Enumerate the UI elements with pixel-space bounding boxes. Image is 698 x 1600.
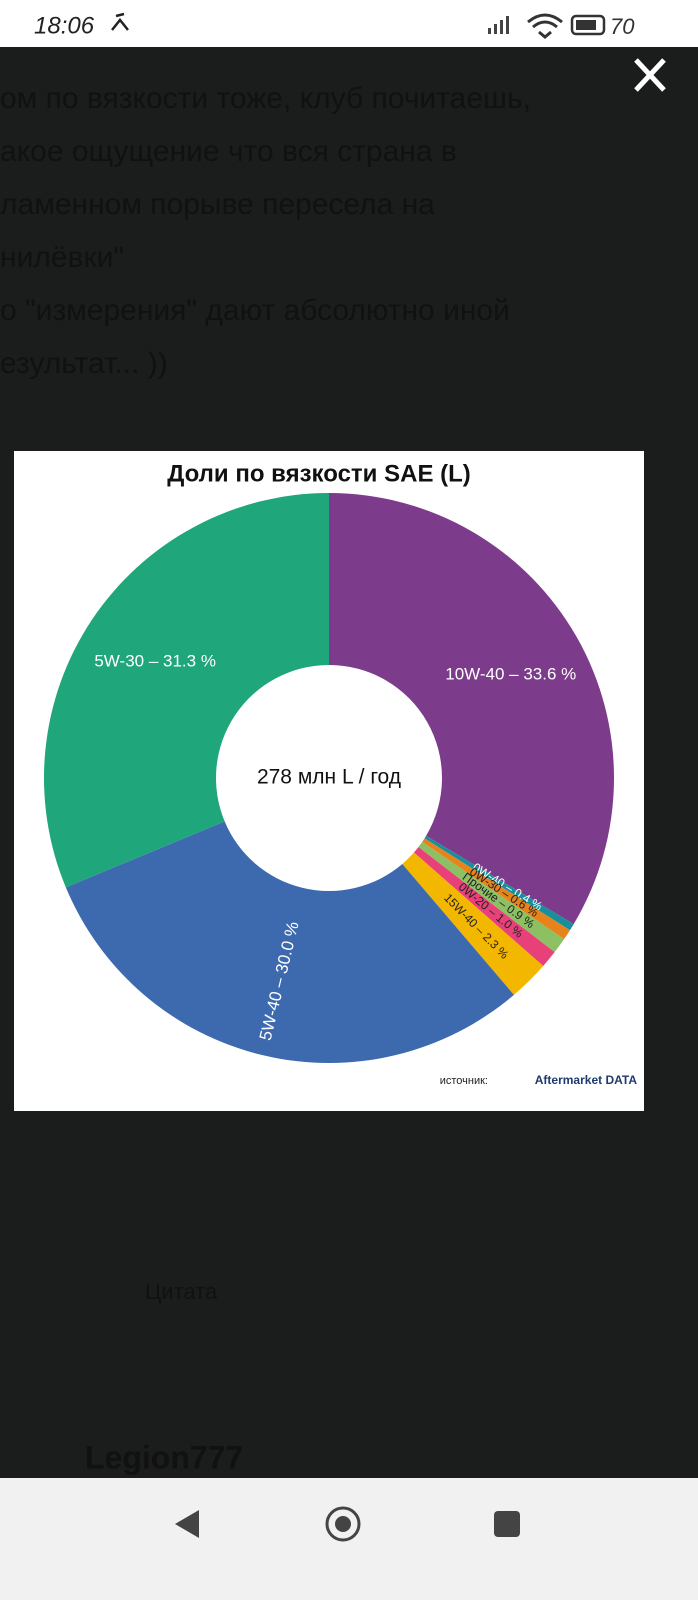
chart-title: Доли по вязкости SAE (L) (167, 460, 471, 487)
user-name: Legion777 (85, 1439, 243, 1475)
recents-button[interactable] (494, 1511, 520, 1537)
background-line: ламенном порыве пересела на (0, 188, 435, 221)
home-dot (335, 1516, 351, 1532)
quote-button: Цитата (145, 1279, 218, 1304)
battery-level (576, 20, 596, 30)
slice-label: 5W-30 – 31.3 % (94, 651, 216, 670)
pie-slice (65, 821, 514, 1063)
pie: 10W-40 – 33.6 %0W-40 – 0.4 %0W-30 – 0.6 … (43, 493, 614, 1063)
center-label: 278 млн L / год (257, 766, 401, 789)
background-line: нилёвки" (0, 241, 124, 274)
pie-slice (413, 847, 555, 966)
home-button[interactable] (325, 1506, 361, 1542)
pie-slice (329, 493, 614, 925)
status-time: 18:06 (34, 12, 95, 39)
pie-slice (418, 841, 565, 953)
background-line: о "измерения" дают абсолютно иной (0, 294, 510, 327)
slice-label: 10W-40 – 33.6 % (445, 664, 576, 683)
signal-icon (488, 16, 509, 34)
back-button[interactable] (175, 1510, 199, 1538)
pie-slice (402, 852, 544, 995)
wifi-icon (527, 13, 563, 39)
background-line: езультат... )) (0, 347, 168, 380)
pie-slice (424, 835, 574, 931)
source: Aftermarket DATA (535, 1073, 638, 1087)
source-label: источник: (440, 1075, 488, 1087)
battery-percent: 70 (610, 14, 635, 39)
background-text: ом по вязкости тоже, клуб почитаешь, акое… (0, 82, 531, 380)
pie-slice (422, 838, 570, 940)
close-button[interactable] (634, 58, 666, 92)
background-line: ом по вязкости тоже, клуб почитаешь, (0, 82, 531, 115)
background-line: акое ощущение что вся страна в (0, 135, 457, 168)
status-icon (111, 12, 129, 31)
pie-slice (43, 493, 329, 888)
battery-icon (570, 14, 606, 36)
